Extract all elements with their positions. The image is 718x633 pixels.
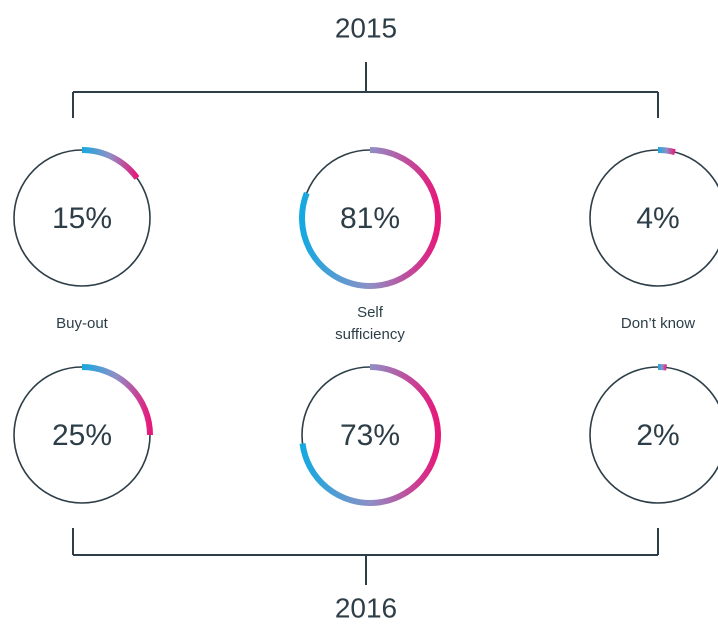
arc: [299, 364, 441, 506]
value-label: 73%: [340, 419, 400, 452]
value-label: 15%: [52, 202, 112, 235]
category-label: Buy-out: [56, 315, 108, 332]
value-label: 2%: [636, 419, 679, 452]
arc: [657, 364, 667, 371]
arc: [299, 147, 441, 289]
value-label: 4%: [636, 202, 679, 235]
value-label: 81%: [340, 202, 400, 235]
arc: [81, 364, 153, 436]
category-label: Self sufficiency: [335, 304, 405, 343]
year-label: 2015: [335, 12, 397, 43]
year-label: 2016: [335, 592, 397, 623]
value-label: 25%: [52, 419, 112, 452]
category-label: Don’t know: [620, 315, 696, 332]
arc: [657, 147, 676, 156]
arc: [81, 147, 140, 180]
